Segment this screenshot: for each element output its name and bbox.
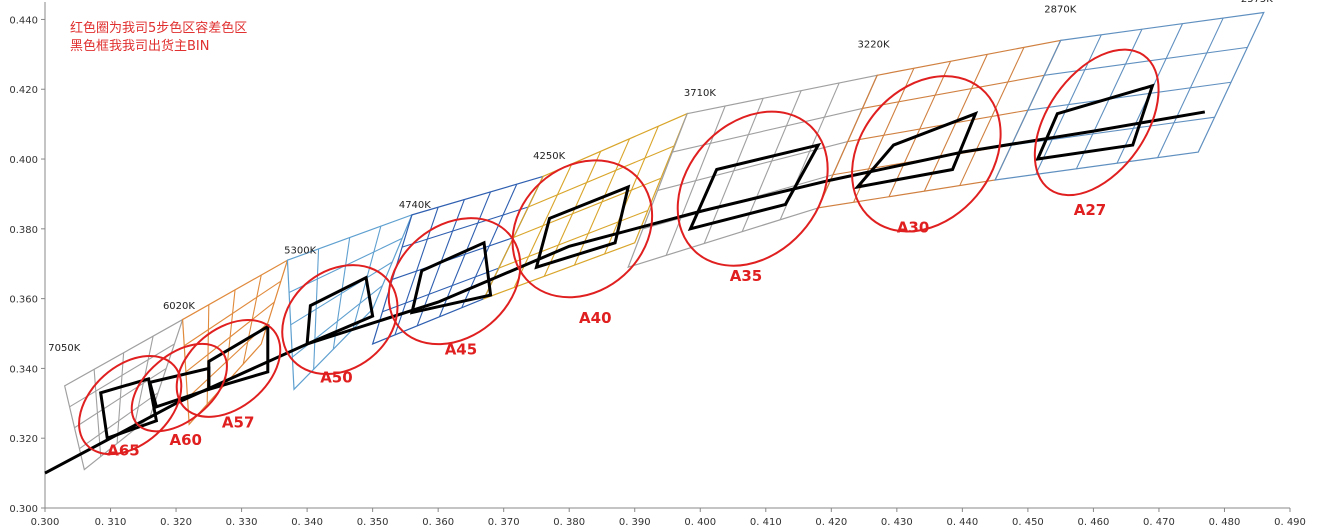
- x-tick-label: 0. 490: [1274, 517, 1306, 528]
- locus-line: [44, 110, 1206, 475]
- bin-label-A40: A40: [579, 309, 611, 327]
- cct-label-2870K: 2870K: [1044, 4, 1076, 15]
- x-tick-label: 0. 400: [684, 517, 716, 528]
- ellipse-A50: [281, 264, 399, 376]
- cct-region-5300K: [286, 213, 414, 391]
- x-tick-label: 0. 460: [1078, 517, 1110, 528]
- x-tick-label: 0. 370: [488, 517, 520, 528]
- grid-line: [185, 301, 275, 373]
- shipping-bins: [99, 83, 1155, 441]
- x-tick-label: 0. 380: [553, 517, 585, 528]
- y-tick-label: 0.380: [9, 225, 38, 236]
- ellipse-A45: [387, 217, 522, 346]
- ellipse-A35: [676, 110, 829, 267]
- cct-label-5300K: 5300K: [284, 245, 316, 256]
- y-tick-label: 0.300: [9, 504, 38, 515]
- grid-line: [382, 267, 499, 313]
- cct-label-3710K: 3710K: [684, 88, 716, 99]
- y-tick-label: 0.340: [9, 364, 38, 375]
- cct-region-4250K: [482, 112, 689, 300]
- bin-label-A60: A60: [170, 431, 202, 449]
- region-outline: [181, 258, 289, 426]
- x-tick-label: 0. 430: [881, 517, 913, 528]
- ellipse-A30: [851, 75, 1002, 233]
- bin-label-A35: A35: [730, 267, 762, 285]
- cct-label-4250K: 4250K: [533, 151, 565, 162]
- region-outline: [482, 112, 689, 300]
- cct-label-6020K: 6020K: [163, 301, 195, 312]
- bin-label-A50: A50: [320, 368, 352, 386]
- cct-region-3710K: [627, 74, 879, 269]
- ellipse-A27: [1033, 48, 1160, 197]
- grid-line: [1044, 46, 1248, 76]
- region-outline: [817, 39, 1062, 209]
- grid-line: [392, 237, 514, 280]
- x-tick-label: 0. 340: [291, 517, 323, 528]
- grid-line: [513, 177, 662, 239]
- bin-label-A65: A65: [107, 442, 139, 460]
- bin-box-A27: [1035, 83, 1155, 161]
- y-tick-label: 0.420: [9, 85, 38, 96]
- y-tick-label: 0.400: [9, 155, 38, 166]
- axes: 0.300 0. 310 0. 320 0. 330 0. 340 0. 350 0. 36…: [9, 2, 1306, 528]
- x-tick-label: 0. 360: [422, 517, 454, 528]
- cct-regions: [63, 11, 1265, 471]
- grid-line: [290, 261, 393, 326]
- cct-label-7050K: 7050K: [48, 343, 80, 354]
- bin-label-A30: A30: [897, 218, 929, 236]
- x-tick-label: 0. 480: [1209, 517, 1241, 528]
- ellipse-A65: [78, 354, 183, 456]
- x-tick-label: 0. 350: [357, 517, 389, 528]
- planckian-locus: [44, 110, 1206, 475]
- bin-box-A40: [534, 184, 631, 270]
- ellipse-A40: [511, 159, 654, 299]
- x-tick-label: 0.300: [31, 517, 60, 528]
- bin-label-A57: A57: [222, 414, 254, 432]
- x-tick-label: 0. 330: [226, 517, 258, 528]
- ellipse-A60: [130, 342, 228, 433]
- bin-box-A35: [687, 142, 822, 232]
- cct-label-3220K: 3220K: [858, 39, 890, 50]
- cct-label-4740K: 4740K: [399, 200, 431, 211]
- annotation-line-2: 黑色框我我司出货主BIN: [70, 38, 209, 54]
- y-tick-label: 0.360: [9, 295, 38, 306]
- bin-box-A65: [99, 376, 159, 441]
- bin-label-A45: A45: [445, 340, 477, 358]
- bin-box-A57: [207, 323, 270, 392]
- x-tick-label: 0. 320: [160, 517, 192, 528]
- x-tick-label: 0. 470: [1143, 517, 1175, 528]
- tolerance-ellipses: [78, 48, 1160, 456]
- grid-line: [1027, 81, 1232, 111]
- x-tick-label: 0. 450: [1012, 517, 1044, 528]
- cct-label-2575K: 2575K: [1241, 0, 1273, 5]
- bin-box-A50: [305, 275, 375, 347]
- cct-region-3220K: [817, 39, 1062, 209]
- grid-line: [498, 209, 649, 269]
- grid-line: [74, 367, 167, 429]
- y-tick-label: 0.320: [9, 434, 38, 445]
- bin-label-A27: A27: [1074, 201, 1106, 219]
- bin-box-A45: [409, 240, 493, 315]
- chart-labels: A65 A60 A57 A50 A45 A40 A35 A30 A27 7050K 6020K 530…: [48, 0, 1273, 460]
- annotation-line-1: 红色圈为我司5步色区容差色区: [70, 20, 247, 36]
- x-tick-label: 0. 310: [95, 517, 127, 528]
- grid-line: [528, 145, 675, 208]
- grid-line: [183, 280, 282, 347]
- x-tick-label: 0. 390: [619, 517, 651, 528]
- region-outline: [627, 74, 879, 269]
- y-tick-label: 0.440: [9, 15, 38, 26]
- x-tick-label: 0. 410: [750, 517, 782, 528]
- grid-line: [79, 392, 159, 450]
- bin-box-A30: [853, 111, 979, 190]
- ellipse-A57: [175, 318, 282, 418]
- region-outline: [994, 11, 1265, 181]
- grid-line: [862, 74, 1045, 109]
- grid-line: [401, 206, 529, 248]
- x-tick-label: 0. 440: [946, 517, 978, 528]
- x-tick-label: 0. 420: [815, 517, 847, 528]
